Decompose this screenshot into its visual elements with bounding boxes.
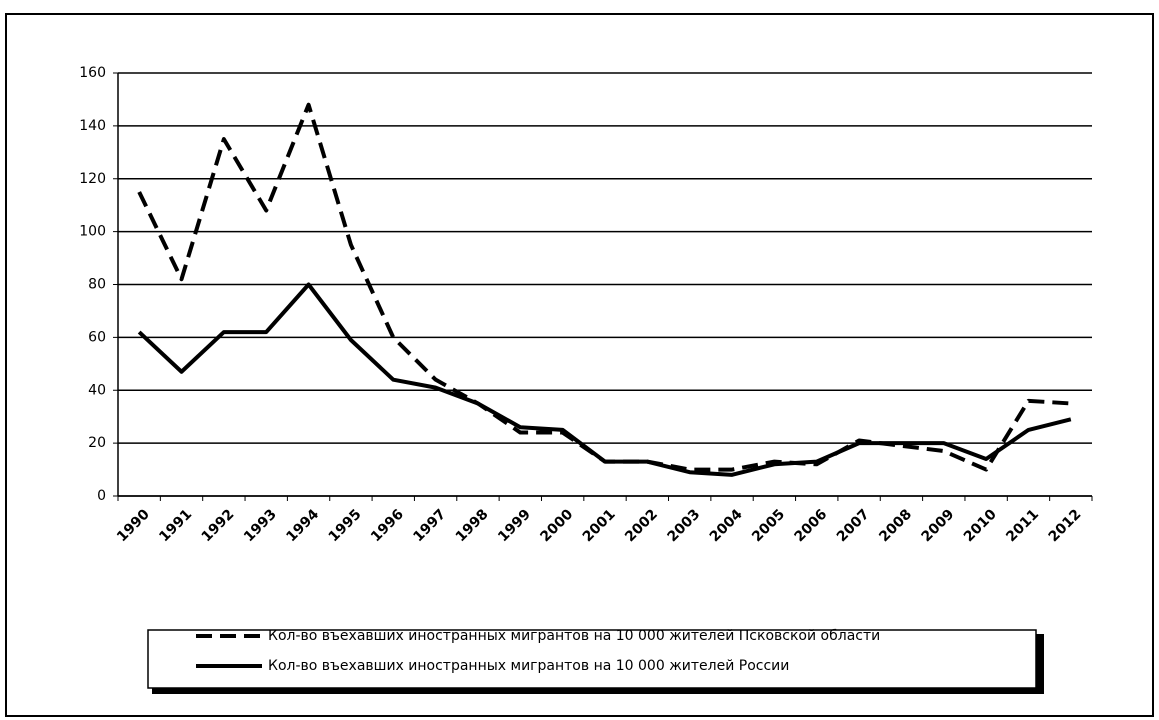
frame: [5, 13, 1154, 717]
y-tick-label: 80: [88, 277, 106, 293]
legend: [147, 629, 1037, 689]
y-tick-label: 160: [79, 65, 106, 81]
y-tick-label: 140: [79, 118, 106, 134]
y-tick-label: 100: [79, 224, 106, 240]
y-tick-label: 60: [88, 329, 106, 345]
legend-label: Кол-во въехавших иностранных мигрантов н…: [268, 658, 789, 674]
legend-label: Кол-во въехавших иностранных мигрантов н…: [268, 628, 880, 644]
y-tick-label: 0: [97, 488, 106, 504]
y-tick-label: 120: [79, 171, 106, 187]
y-tick-label: 40: [88, 382, 106, 398]
line: [137, 282, 1072, 477]
y-tick-label: 20: [88, 435, 106, 451]
